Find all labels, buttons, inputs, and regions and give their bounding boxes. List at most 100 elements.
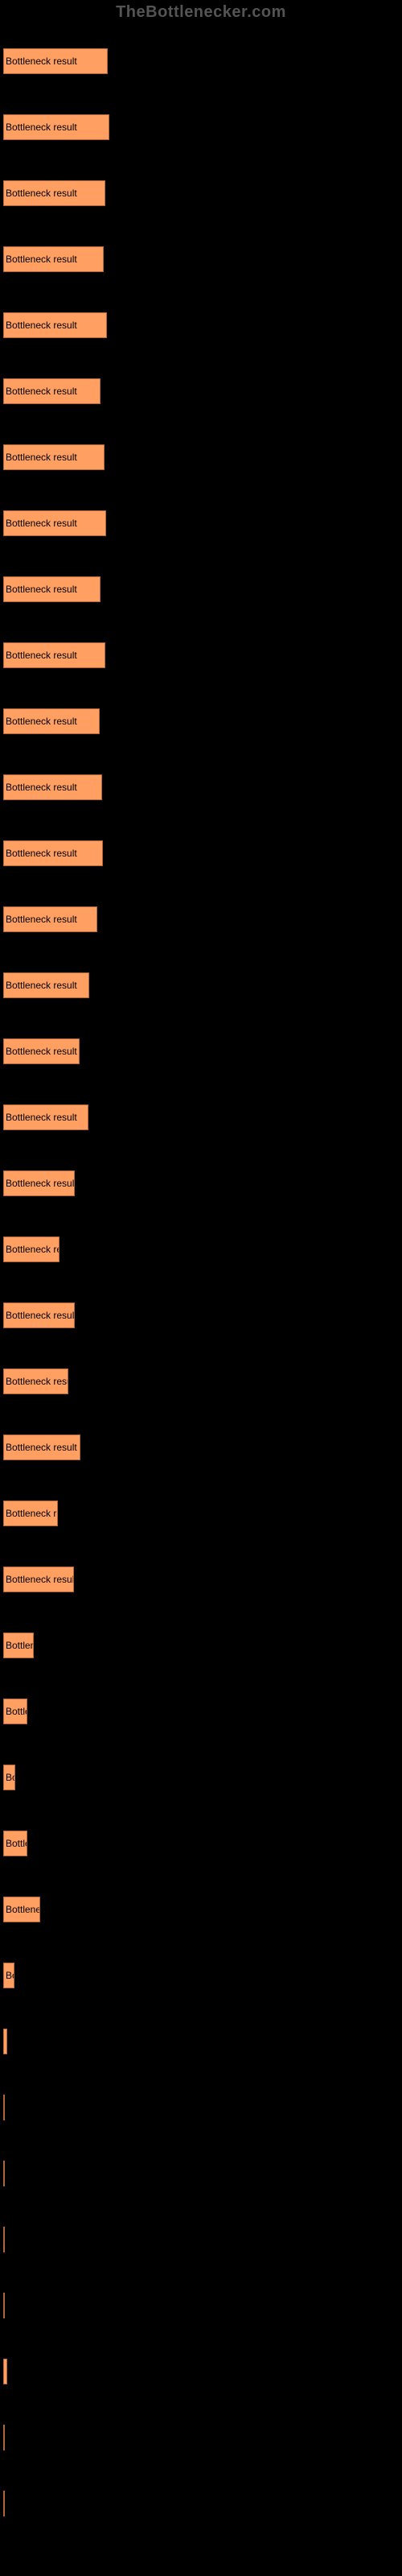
chart-row: Bottleneck result: [3, 1686, 402, 1736]
chart-row: [3, 2479, 402, 2529]
chart-bar-label: Bottleneck result: [4, 254, 77, 265]
chart-bar-label: Bottleneck result: [4, 1376, 68, 1387]
chart-row: Bottleneck result: [3, 1026, 402, 1076]
chart-bar: Bottleneck result: [3, 1765, 15, 1790]
chart-bar-label: Bottleneck result: [4, 584, 77, 595]
chart-bar-label: Bottleneck result: [4, 452, 77, 463]
chart-bar-label: Bottleneck result: [4, 782, 77, 793]
chart-bar-label: Bottleneck result: [4, 980, 77, 991]
chart-bar: Bottleneck result: [3, 1170, 75, 1196]
chart-bar: Bottleneck result: [3, 1302, 75, 1328]
chart-row: Bottleneck result: [3, 366, 402, 416]
chart-bar-label: Bottleneck result: [4, 1244, 59, 1255]
chart-bar: Bottleneck result: [3, 906, 97, 932]
chart-row: Bottleneck result: [3, 1885, 402, 1934]
chart-bar: Bottleneck result: [3, 1236, 59, 1262]
chart-bar: Bottleneck result: [3, 774, 102, 800]
chart-bar-label: Bottleneck result: [4, 386, 77, 397]
chart-bar: Bottleneck result: [3, 1501, 58, 1526]
chart-bar: Bottleneck result: [3, 708, 100, 734]
chart-bar-label: Bottleneck result: [4, 1970, 14, 1981]
chart-bar-label: Bottleneck result: [4, 1904, 40, 1915]
chart-row: Bottleneck result: [3, 2347, 402, 2396]
chart-bar-label: Bottleneck result: [4, 914, 77, 925]
chart-row: Bottleneck result: [3, 1554, 402, 1604]
chart-bar: Bottleneck result: [3, 972, 89, 998]
chart-row: Bottleneck result: [3, 1422, 402, 1472]
chart-row: Bottleneck result: [3, 894, 402, 944]
chart-bar: [3, 2293, 5, 2318]
chart-bar-label: Bottleneck result: [4, 2036, 7, 2047]
chart-row: Bottleneck result: [3, 1224, 402, 1274]
chart-row: Bottleneck result: [3, 1290, 402, 1340]
chart-row: Bottleneck result: [3, 1158, 402, 1208]
chart-bar: Bottleneck result: [3, 246, 104, 272]
watermark-text: TheBottlenecker.com: [0, 3, 402, 22]
chart-bar: Bottleneck result: [3, 1038, 80, 1064]
chart-row: Bottleneck result: [3, 1092, 402, 1142]
chart-bar: Bottleneck result: [3, 1368, 68, 1394]
chart-row: [3, 2215, 402, 2264]
chart-bar-label: Bottleneck result: [4, 1508, 58, 1519]
chart-bar: Bottleneck result: [3, 1435, 80, 1460]
chart-bar: Bottleneck result: [3, 840, 103, 866]
chart-bar-label: Bottleneck result: [4, 1046, 77, 1057]
chart-bar: Bottleneck result: [3, 180, 105, 206]
chart-bar: Bottleneck result: [3, 510, 106, 536]
chart-bar-label: Bottleneck result: [4, 1112, 77, 1123]
chart-bar-label: Bottleneck result: [4, 650, 77, 661]
chart-row: Bottleneck result: [3, 432, 402, 482]
chart-row: Bottleneck result: [3, 828, 402, 878]
chart-row: Bottleneck result: [3, 2017, 402, 2066]
chart-row: [3, 2083, 402, 2132]
chart-bar-label: Bottleneck result: [4, 1772, 15, 1783]
chart-row: Bottleneck result: [3, 498, 402, 548]
chart-bar-label: Bottleneck result: [4, 716, 77, 727]
chart-bar: [3, 2491, 5, 2516]
chart-row: Bottleneck result: [3, 168, 402, 218]
chart-row: Bottleneck result: [3, 960, 402, 1010]
chart-row: [3, 2281, 402, 2330]
chart-bar: Bottleneck result: [3, 48, 108, 74]
chart-row: Bottleneck result: [3, 1752, 402, 1802]
chart-bar: [3, 2425, 5, 2450]
chart-bar: Bottleneck result: [3, 312, 107, 338]
chart-bar-label: Bottleneck result: [4, 1574, 74, 1585]
chart-row: Bottleneck result: [3, 36, 402, 86]
chart-bar: [3, 2161, 5, 2186]
chart-row: Bottleneck result: [3, 762, 402, 812]
chart-bar-label: Bottleneck result: [4, 56, 77, 67]
chart-bar: Bottleneck result: [3, 1567, 74, 1592]
chart-row: Bottleneck result: [3, 1356, 402, 1406]
chart-row: Bottleneck result: [3, 564, 402, 614]
chart-bar: Bottleneck result: [3, 576, 100, 602]
chart-bar-label: Bottleneck result: [4, 1442, 77, 1453]
chart-row: Bottleneck result: [3, 234, 402, 284]
chart-bar-label: Bottleneck result: [4, 320, 77, 331]
chart-row: [3, 2149, 402, 2198]
chart-bar: Bottleneck result: [3, 114, 109, 140]
chart-bar: Bottleneck result: [3, 444, 105, 470]
chart-bar: Bottleneck result: [3, 1963, 14, 1988]
chart-bar: [3, 2227, 5, 2252]
bottleneck-bar-chart: Bottleneck result Bottleneck result Bottle…: [0, 36, 402, 2529]
chart-bar: Bottleneck result: [3, 1699, 27, 1724]
chart-bar-label: Bottleneck result: [4, 1178, 75, 1189]
chart-bar-label: Bottleneck result: [4, 188, 77, 199]
chart-bar: Bottleneck result: [3, 1897, 40, 1922]
chart-row: Bottleneck result: [3, 1488, 402, 1538]
chart-bar-label: Bottleneck result: [4, 848, 77, 859]
chart-bar: Bottleneck result: [3, 1831, 27, 1856]
chart-row: Bottleneck result: [3, 696, 402, 746]
chart-bar: Bottleneck result: [3, 378, 100, 404]
chart-bar-label: Bottleneck result: [4, 2366, 7, 2377]
chart-bar-label: Bottleneck result: [4, 1838, 27, 1849]
chart-row: Bottleneck result: [3, 102, 402, 152]
chart-bar: Bottleneck result: [3, 1104, 88, 1130]
chart-bar: Bottleneck result: [3, 1633, 34, 1658]
chart-row: Bottleneck result: [3, 300, 402, 350]
chart-row: [3, 2413, 402, 2462]
chart-row: Bottleneck result: [3, 1620, 402, 1670]
chart-bar: Bottleneck result: [3, 642, 105, 668]
chart-row: Bottleneck result: [3, 1818, 402, 1868]
